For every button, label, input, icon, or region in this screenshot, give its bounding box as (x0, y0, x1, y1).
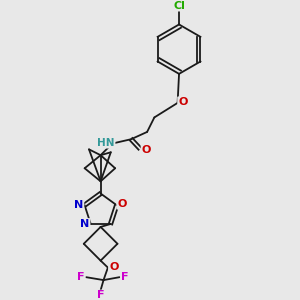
Text: HN: HN (97, 138, 115, 148)
Text: N: N (80, 219, 89, 229)
Text: O: O (178, 97, 188, 107)
Text: O: O (117, 199, 127, 209)
Text: F: F (97, 290, 104, 300)
Text: Cl: Cl (173, 1, 185, 10)
Text: F: F (121, 272, 128, 282)
Text: O: O (109, 262, 118, 272)
Text: N: N (74, 200, 83, 210)
Text: F: F (77, 272, 85, 282)
Text: O: O (142, 145, 151, 155)
